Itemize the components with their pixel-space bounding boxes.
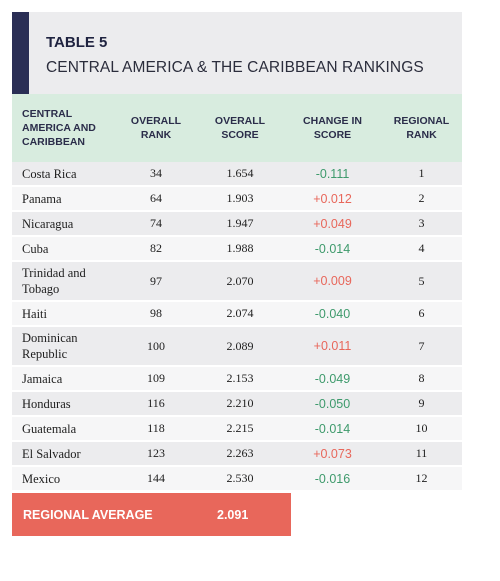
country-cell: Jamaica <box>22 371 63 386</box>
change-in-score-cell: +0.073 <box>313 446 352 461</box>
overall-score-cell: 2.263 <box>226 446 254 460</box>
table-row: Honduras 116 2.210 -0.050 9 <box>12 392 462 417</box>
overall-rank-cell: 74 <box>150 216 162 230</box>
rankings-table: TABLE 5 CENTRAL AMERICA & THE CARIBBEAN … <box>12 12 462 536</box>
table-row: Cuba 82 1.988 -0.014 4 <box>12 237 462 262</box>
table-row: Jamaica 109 2.153 -0.049 8 <box>12 367 462 392</box>
header-change-in-score: CHANGE IN SCORE <box>303 115 362 141</box>
country-cell: Cuba <box>22 241 49 256</box>
change-in-score-cell: -0.040 <box>314 306 351 321</box>
change-in-score-cell: -0.016 <box>314 471 351 486</box>
change-in-score-cell: +0.012 <box>313 191 352 206</box>
overall-score-cell: 2.070 <box>226 273 254 288</box>
change-in-score-cell: +0.049 <box>313 216 352 231</box>
header-regional-rank: REGIONAL RANK <box>393 115 450 141</box>
table-row: Panama 64 1.903 +0.012 2 <box>12 187 462 212</box>
regional-rank-cell: 7 <box>418 338 425 353</box>
country-cell: Guatemala <box>22 421 77 436</box>
overall-score-cell: 1.947 <box>226 216 254 230</box>
table-row: Costa Rica 34 1.654 -0.111 1 <box>12 162 462 187</box>
table-body: Costa Rica 34 1.654 -0.111 1 Panama 64 1.903 +0.… <box>12 162 462 492</box>
country-cell: Mexico <box>22 471 61 486</box>
overall-rank-cell: 109 <box>147 371 165 385</box>
overall-score-cell: 1.988 <box>226 241 254 255</box>
table-title: CENTRAL AMERICA & THE CARIBBEAN RANKINGS <box>46 59 424 76</box>
table-row: Guatemala 118 2.215 -0.014 10 <box>12 417 462 442</box>
overall-rank-cell: 98 <box>150 306 162 320</box>
overall-score-cell: 2.089 <box>226 338 254 353</box>
header-region: CENTRAL AMERICA AND CARIBBEAN <box>22 108 96 148</box>
overall-score-cell: 1.903 <box>226 191 254 205</box>
overall-rank-cell: 100 <box>147 338 165 353</box>
change-in-score-cell: -0.014 <box>314 241 351 256</box>
country-cell: Honduras <box>22 396 71 411</box>
change-in-score-cell: +0.009 <box>313 274 352 288</box>
country-cell: El Salvador <box>22 446 81 461</box>
table-row: Trinidad and Tobago 97 2.070 +0.009 5 <box>12 262 462 302</box>
country-cell: Panama <box>22 191 62 206</box>
regional-rank-cell: 12 <box>415 471 428 485</box>
table-row: El Salvador 123 2.263 +0.073 11 <box>12 442 462 467</box>
overall-score-cell: 2.530 <box>226 471 254 485</box>
regional-rank-cell: 8 <box>418 371 425 385</box>
table-row: Dominican Republic 100 2.089 +0.011 7 <box>12 327 462 367</box>
overall-score-cell: 2.153 <box>226 371 254 385</box>
regional-rank-cell: 4 <box>418 241 425 255</box>
overall-score-cell: 1.654 <box>226 166 254 180</box>
country-cell: Costa Rica <box>22 166 77 181</box>
country-cell: Nicaragua <box>22 216 74 231</box>
regional-rank-cell: 2 <box>418 191 425 205</box>
overall-score-cell: 2.210 <box>226 396 254 410</box>
overall-rank-cell: 82 <box>150 241 162 255</box>
country-cell: Haiti <box>22 306 47 321</box>
regional-rank-cell: 10 <box>415 421 428 435</box>
overall-score-cell: 2.074 <box>226 306 254 320</box>
change-in-score-cell: +0.011 <box>313 339 352 353</box>
overall-rank-cell: 144 <box>147 471 165 485</box>
overall-rank-cell: 34 <box>150 166 162 180</box>
table-row: Haiti 98 2.074 -0.040 6 <box>12 302 462 327</box>
regional-rank-cell: 11 <box>415 446 428 460</box>
table-row: Nicaragua 74 1.947 +0.049 3 <box>12 212 462 237</box>
change-in-score-cell: -0.014 <box>314 421 351 436</box>
overall-rank-cell: 64 <box>150 191 162 205</box>
overall-rank-cell: 97 <box>150 273 162 288</box>
overall-score-cell: 2.215 <box>226 421 254 435</box>
country-cell: Trinidad and Tobago <box>22 266 86 296</box>
regional-rank-cell: 6 <box>418 306 425 320</box>
overall-rank-cell: 123 <box>147 446 165 460</box>
regional-average-label: REGIONAL AVERAGE <box>23 507 153 522</box>
table-title-block: TABLE 5 CENTRAL AMERICA & THE CARIBBEAN … <box>12 12 462 94</box>
table-row: Mexico 144 2.530 -0.016 12 <box>12 467 462 492</box>
title-accent-bar <box>12 12 29 94</box>
change-in-score-cell: -0.111 <box>315 166 350 181</box>
change-in-score-cell: -0.050 <box>314 396 351 411</box>
header-overall-rank: OVERALL RANK <box>130 115 182 141</box>
change-in-score-cell: -0.049 <box>314 371 351 386</box>
regional-average-row: REGIONAL AVERAGE 2.091 <box>12 493 291 536</box>
regional-rank-cell: 9 <box>418 396 425 410</box>
regional-average-score: 2.091 <box>217 507 249 522</box>
regional-rank-cell: 3 <box>418 216 425 230</box>
country-cell: Dominican Republic <box>22 331 78 361</box>
regional-rank-cell: 1 <box>418 166 425 180</box>
header-overall-score: OVERALL SCORE <box>214 115 266 141</box>
overall-rank-cell: 116 <box>147 396 165 410</box>
table-header: CENTRAL AMERICA AND CARIBBEAN OVERALL RA… <box>12 94 462 162</box>
overall-rank-cell: 118 <box>147 421 165 435</box>
regional-rank-cell: 5 <box>418 273 425 288</box>
table-number: TABLE 5 <box>46 34 108 51</box>
